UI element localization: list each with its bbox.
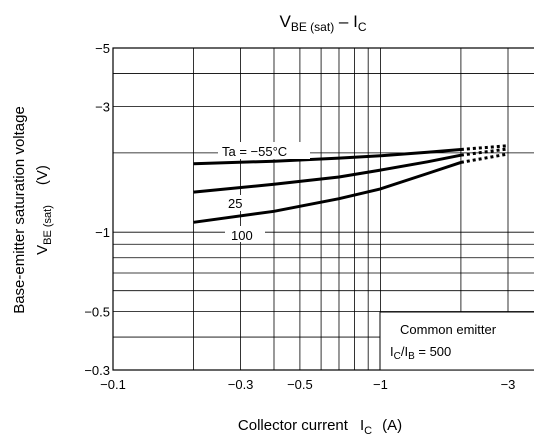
- legend-line-2: IC/IB = 500: [390, 344, 451, 362]
- y-tick-label: −3: [95, 99, 110, 114]
- chart-title: VBE (sat) – IC: [280, 12, 367, 34]
- series-extrapolation-2: [460, 152, 509, 164]
- y-axis-label-line1: Base-emitter saturation voltage: [11, 106, 28, 314]
- y-tick-label: −5: [95, 41, 110, 56]
- x-axis-ticks: −0.1 −0.3 −0.5 −1 −3: [100, 377, 515, 392]
- label-bg-25: [223, 195, 249, 211]
- y-tick-label: −1: [95, 225, 110, 240]
- x-tick-label: −3: [501, 377, 516, 392]
- y-axis-ticks: −5 −3 −1 −0.5 −0.3: [84, 41, 110, 378]
- y-axis-label: Base-emitter saturation voltage VBE (sat…: [11, 106, 54, 314]
- series-label-minus55: Ta = −55°C: [222, 144, 287, 159]
- series-line-1: [193, 153, 462, 194]
- x-tick-label: −0.3: [228, 377, 254, 392]
- legend-line-1: Common emitter: [400, 322, 497, 337]
- y-tick-label: −0.3: [84, 363, 110, 378]
- x-tick-label: −0.5: [287, 377, 313, 392]
- series-lines: [193, 144, 509, 224]
- series-label-100: 100: [231, 228, 253, 243]
- series-line-2: [193, 160, 462, 224]
- series-label-25: 25: [228, 196, 242, 211]
- legend-box: [379, 311, 534, 371]
- series-extrapolation-1: [460, 147, 509, 157]
- series-label-group: Ta = −55°C 25 100: [218, 142, 310, 243]
- x-axis-label: Collector current IC (A): [238, 417, 402, 437]
- label-bg-55: [218, 142, 310, 159]
- series-extrapolation-0: [460, 144, 509, 151]
- label-bg-100: [225, 226, 265, 242]
- x-tick-label: −0.1: [100, 377, 126, 392]
- x-tick-label: −1: [373, 377, 388, 392]
- plot-frame: [112, 47, 534, 371]
- series-line-0: [193, 148, 462, 166]
- y-tick-label: −0.5: [84, 305, 110, 320]
- y-axis-label-line2: VBE (sat)(V): [34, 165, 54, 255]
- legend: Common emitter IC/IB = 500: [379, 311, 534, 371]
